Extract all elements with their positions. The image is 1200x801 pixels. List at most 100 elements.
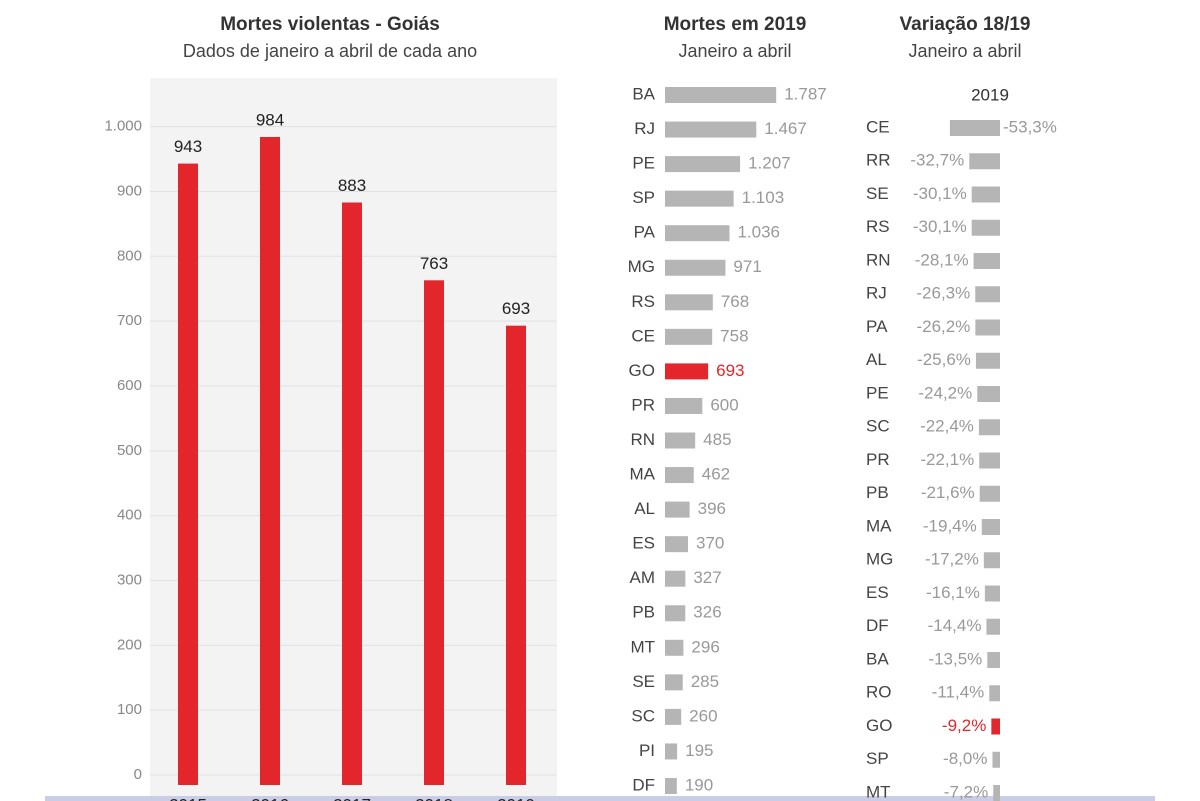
value-label: -16,1% — [926, 583, 980, 602]
category-label: SC — [866, 417, 890, 436]
bar — [665, 363, 709, 380]
category-label: ES — [866, 583, 889, 602]
category-label: AL — [634, 499, 655, 518]
value-label: 984 — [256, 110, 284, 129]
category-label: BA — [866, 649, 889, 668]
value-label: -14,4% — [928, 616, 982, 635]
bar — [424, 280, 444, 785]
chart-title: Variação 18/19 — [900, 14, 1031, 35]
category-label: PB — [632, 603, 655, 622]
x-tick-label: 2017 — [333, 795, 371, 801]
category-label: BA — [632, 84, 655, 103]
bar — [665, 743, 678, 760]
value-label: 190 — [685, 775, 713, 794]
bar — [665, 605, 686, 622]
category-label: MT — [866, 782, 891, 801]
bar — [993, 785, 1000, 801]
category-label: SC — [631, 706, 655, 725]
value-label: 396 — [698, 499, 726, 518]
category-label: PA — [634, 223, 656, 242]
category-label: MA — [630, 465, 656, 484]
value-label: 943 — [174, 137, 202, 156]
value-label: -19,4% — [923, 516, 977, 535]
value-label: 1.036 — [737, 223, 780, 242]
value-label: 327 — [693, 568, 721, 587]
bar — [981, 519, 1000, 535]
category-label: MG — [866, 550, 893, 569]
category-label: MT — [630, 637, 655, 656]
bar — [986, 618, 1000, 635]
value-label: 1.103 — [742, 188, 785, 207]
bar — [178, 163, 198, 786]
value-label: 285 — [691, 672, 719, 691]
x-tick-label: 2018 — [415, 795, 453, 801]
series-header: 2019 — [971, 85, 1009, 104]
bar — [984, 585, 1000, 602]
bar — [979, 485, 1000, 502]
category-label: ES — [632, 534, 655, 553]
bar — [975, 352, 1000, 369]
category-label: CE — [866, 117, 890, 136]
value-label: 768 — [721, 292, 749, 311]
bar — [969, 153, 1000, 170]
y-tick-label: 800 — [117, 247, 142, 264]
bar — [665, 121, 757, 138]
value-label: 883 — [338, 176, 366, 195]
value-label: 763 — [420, 254, 448, 273]
category-label: AM — [630, 568, 656, 587]
category-label: RJ — [634, 119, 655, 138]
bar — [260, 137, 280, 786]
value-label: 693 — [716, 361, 744, 380]
value-label: -17,2% — [925, 550, 979, 569]
category-label: SP — [632, 188, 655, 207]
y-tick-label: 900 — [117, 182, 142, 199]
bar — [665, 536, 689, 553]
bar — [665, 639, 684, 656]
category-label: SE — [632, 672, 655, 691]
y-tick-label: 0 — [134, 766, 142, 783]
category-label: PR — [631, 395, 655, 414]
bar — [971, 186, 1000, 203]
value-label: -24,2% — [918, 383, 972, 402]
value-label: -25,6% — [917, 350, 971, 369]
category-label: DF — [866, 616, 889, 635]
category-label: MA — [866, 516, 892, 535]
x-tick-label: 2016 — [251, 795, 289, 801]
chart-title: Mortes violentas - Goiás — [220, 14, 440, 35]
category-label: GO — [629, 361, 655, 380]
bar — [665, 708, 682, 725]
y-tick-label: 200 — [117, 636, 142, 653]
value-label: 260 — [689, 706, 717, 725]
category-label: CE — [631, 326, 655, 345]
value-label: 1.787 — [784, 84, 827, 103]
bar — [665, 432, 696, 449]
bar — [665, 570, 686, 587]
category-label: SE — [866, 184, 889, 203]
bar — [949, 120, 1000, 136]
y-tick-label: 600 — [117, 377, 142, 394]
value-label: 758 — [720, 326, 748, 345]
bar — [665, 190, 734, 207]
value-label: 971 — [733, 257, 761, 276]
value-label: 462 — [702, 465, 730, 484]
value-label: -32,7% — [910, 151, 964, 170]
chart-subtitle: Janeiro a abril — [678, 41, 791, 61]
category-label: DF — [632, 775, 655, 794]
y-tick-label: 500 — [117, 442, 142, 459]
bar — [665, 674, 683, 691]
y-tick-label: 700 — [117, 312, 142, 329]
value-label: 370 — [696, 534, 724, 553]
bar — [506, 325, 526, 785]
value-label: -30,1% — [913, 217, 967, 236]
value-label: 485 — [703, 430, 731, 449]
category-label: PI — [639, 741, 655, 760]
bar — [665, 778, 677, 794]
category-label: RO — [866, 683, 892, 702]
value-label: -21,6% — [921, 483, 975, 502]
bar — [975, 286, 1000, 303]
category-label: PE — [866, 383, 889, 402]
y-tick-label: 400 — [117, 507, 142, 524]
bar — [665, 397, 703, 414]
bar — [979, 452, 1000, 469]
